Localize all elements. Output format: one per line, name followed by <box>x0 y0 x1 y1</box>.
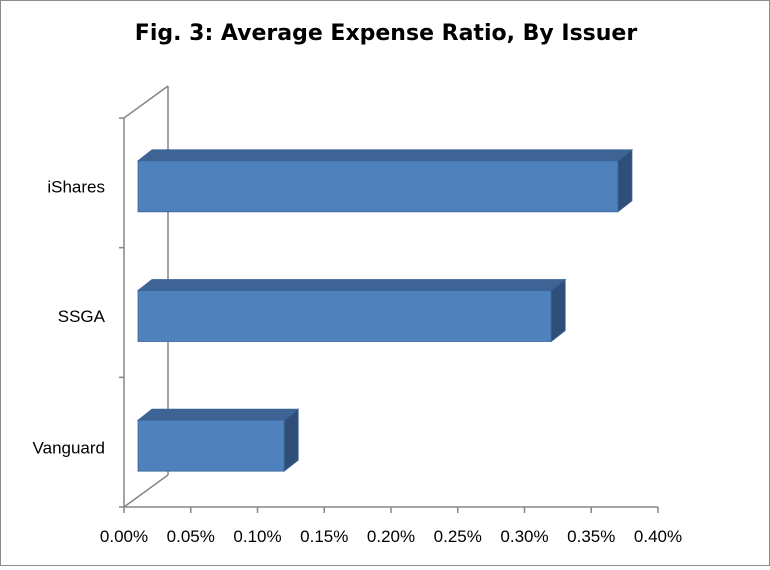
bar-ishares <box>137 160 619 213</box>
chart-title: Fig. 3: Average Expense Ratio, By Issuer <box>134 21 638 46</box>
y-category-label: SSGA <box>58 307 106 326</box>
y-axis-top-diagonal <box>123 85 169 119</box>
x-tick-label: 0.05% <box>167 527 215 546</box>
labels-layer: 0.00% 0.05% 0.10% 0.15% 0.20% 0.25% 0.30% 0.35%… <box>33 177 683 546</box>
bar-ssga <box>137 290 552 342</box>
bar-top-face <box>136 149 634 162</box>
x-tick-label: 0.30% <box>500 527 548 546</box>
bar-top-face <box>136 279 567 291</box>
x-tick-label: 0.25% <box>434 527 482 546</box>
bars-layer <box>136 149 634 472</box>
x-tick-label: 0.00% <box>100 527 148 546</box>
x-tick-label: 0.10% <box>233 527 281 546</box>
bar-top-face <box>136 408 300 421</box>
x-tick-label: 0.35% <box>567 527 615 546</box>
x-tick-label: 0.15% <box>300 527 348 546</box>
y-axis-bottom-diagonal <box>123 474 169 508</box>
y-category-label: iShares <box>47 177 105 196</box>
x-tick-label: 0.40% <box>634 527 682 546</box>
y-category-label: Vanguard <box>33 439 105 458</box>
bar-vanguard <box>137 419 285 472</box>
bar-side-face <box>617 149 633 213</box>
x-tick-label: 0.20% <box>367 527 415 546</box>
bar-side-face <box>550 278 566 343</box>
bar-side-face <box>283 408 299 472</box>
